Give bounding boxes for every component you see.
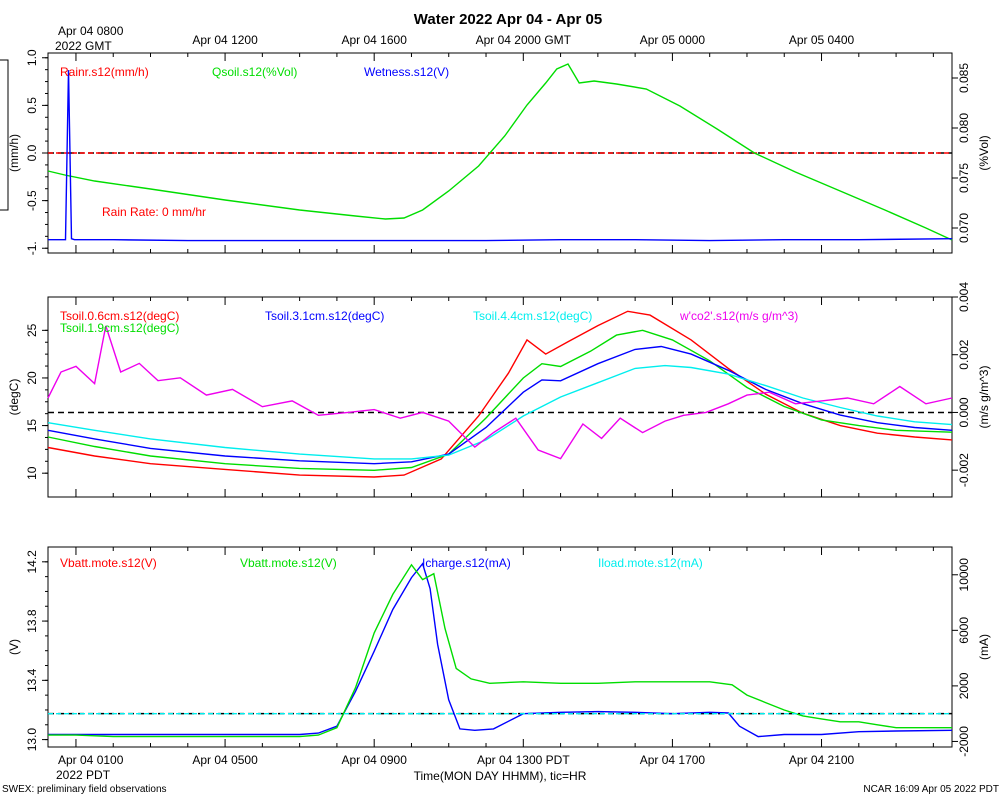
top-first-tick-label: Apr 04 0800 [58,24,124,38]
legend-entry: Tsoil.3.1cm.s12(degC) [265,309,384,323]
top-tick-label: Apr 05 0400 [789,33,855,47]
footer-left-note: SWEX: preliminary field observations [2,784,167,795]
panel-water: 1.0 0.5 0.0 -0.5 -1. (mm/h) 0.085 0.080 0.075 0.0… [7,49,991,255]
legend-entry: Icharge.s12(mA) [422,556,511,570]
series-line-Vbatt.mote.s12 [48,563,952,738]
y2-axis-label: (m/s g/m^3) [977,366,991,429]
series-line-w'co2'.s12 [47,325,953,460]
rain-rate-annotation: Rain Rate: 0 mm/hr [102,205,206,219]
y-axis-label: (V) [7,639,21,655]
bottom-tick-label: Apr 04 2100 [789,753,855,767]
legend-entry: Iload.mote.s12(mA) [598,556,703,570]
series-line-Qsoil.s12 [47,63,953,241]
y-tick-label: 13.8 [25,609,39,633]
panel-soil-temperature: 25 20 15 10 (degC) 0.004 0.002 0.000 -0.002 (m/s … [7,282,991,498]
y2-tick-label: 0.002 [957,339,971,369]
y-tick-label: 1.0 [25,49,39,66]
top-first-tick-year: 2022 GMT [55,39,112,53]
panel-power: 14.2 13.8 13.4 13.0 (V) 10000 6000 2000 -2000 (mA… [7,546,991,757]
series-line-Tsoil.3.1cm.s12 [47,345,953,465]
legend-entry: Tsoil.0.6cm.s12(degC) [60,309,179,323]
y2-tick-label: 0.080 [957,113,971,143]
legend-entry: Vbatt.mote.s12(V) [60,556,157,570]
legend-entry: Tsoil.1.9cm.s12(degC) [60,321,179,335]
y2-axis-label: (mA) [977,634,991,660]
y2-tick-label: -2000 [957,726,971,757]
y-tick-label: 20 [25,371,39,385]
series-line-Icharge.s12 [48,562,953,738]
y-tick-label: -1. [25,241,39,255]
legend-entry: Rainr.s12(mm/h) [60,65,149,79]
y-tick-label: -0.5 [25,190,39,211]
y-axis-label: (degC) [7,379,21,416]
panel-frame [47,296,953,498]
y-tick-label: 14.2 [25,550,39,574]
bottom-first-tick-year: 2022 PDT [56,768,111,782]
y-tick-label: 0.0 [25,144,39,161]
legend-entry: Tsoil.4.4cm.s12(degC) [473,309,592,323]
series-line-Wetness.s12 [48,70,953,242]
y-tick-label: 13.0 [25,728,39,752]
legend-entry: Vbatt.mote.s12(V) [240,556,337,570]
panel-frame [47,546,953,748]
y-tick-label: 15 [25,419,39,433]
bottom-tick-label: Apr 04 1700 [640,753,706,767]
top-tick-label: Apr 04 1600 [341,33,407,47]
y-tick-label: 25 [25,323,39,337]
y2-tick-label: 2000 [957,672,971,699]
left-edge-box [0,59,9,211]
bottom-first-tick-label: Apr 04 0100 [58,753,124,767]
series-line-Tsoil.1.9cm.s12 [47,329,953,472]
footer-right-note: NCAR 16:09 Apr 05 2022 PDT [863,784,999,795]
y2-tick-label: 6000 [957,617,971,644]
y2-tick-label: 0.075 [957,163,971,193]
y-tick-label: 0.5 [25,97,39,114]
series-line-Tsoil.4.4cm.s12 [47,364,953,460]
top-tick-label: Apr 05 0000 [640,33,706,47]
y2-tick-label: 0.085 [957,63,971,93]
bottom-tick-label: Apr 04 0500 [192,753,258,767]
legend-entry: w'co2'.s12(m/s g/m^3) [679,309,798,323]
y2-tick-label: 0.070 [957,213,971,243]
chart-title: Water 2022 Apr 04 - Apr 05 [414,11,602,28]
top-tick-label: Apr 04 1200 [192,33,258,47]
bottom-tick-label: Apr 04 0900 [341,753,407,767]
y2-tick-label: 0.000 [957,397,971,427]
legend-entry: Qsoil.s12(%Vol) [212,65,297,79]
y2-axis-label: (%Vol) [977,135,991,170]
bottom-tick-label: Apr 04 1300 PDT [477,753,570,767]
y-axis-label: (mm/h) [7,134,21,172]
top-tick-label: Apr 04 2000 GMT [476,33,572,47]
y2-tick-label: -0.002 [957,453,971,487]
x-axis-title: Time(MON DAY HHMM), tic=HR [414,769,587,783]
legend-entry: Wetness.s12(V) [364,65,449,79]
y2-tick-label: 0.004 [957,282,971,312]
y-tick-label: 10 [25,466,39,480]
y-tick-label: 13.4 [25,668,39,692]
y2-tick-label: 10000 [957,558,971,592]
